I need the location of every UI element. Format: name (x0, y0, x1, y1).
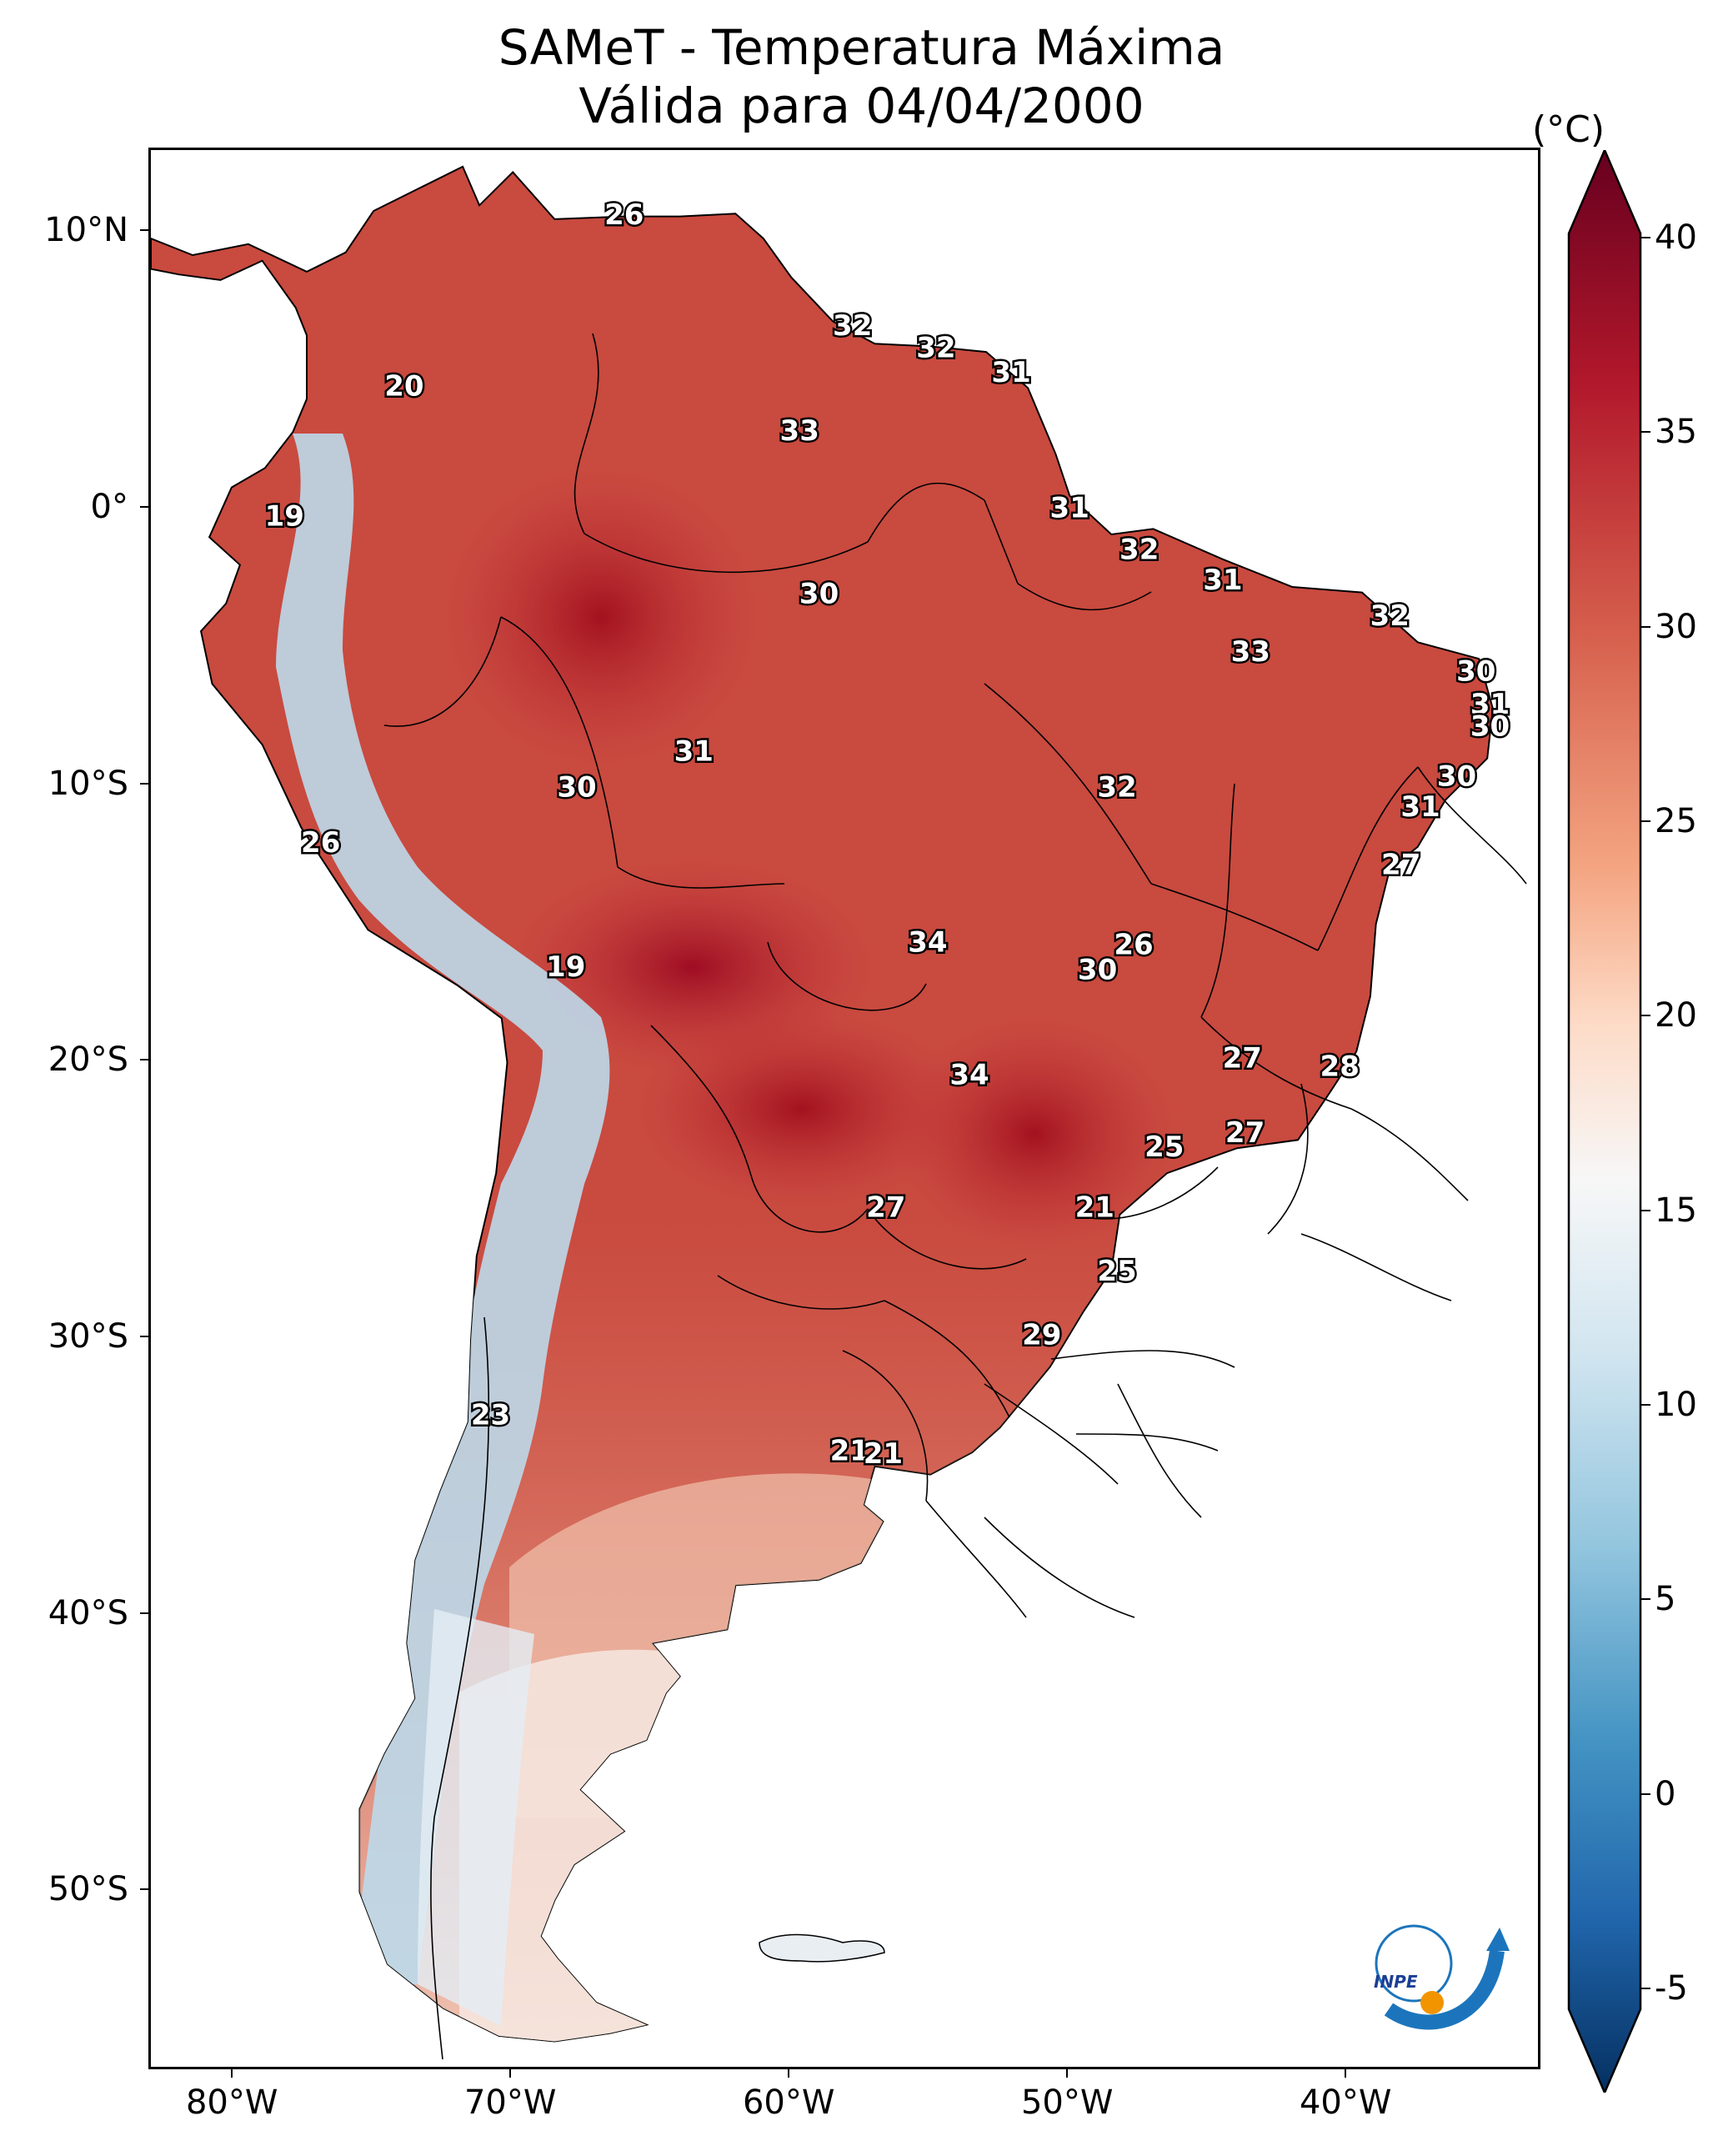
colorbar-tick-label: -5 (1655, 1969, 1688, 2008)
colorbar-tick-label: 5 (1655, 1580, 1676, 1619)
contour-label: 19 (265, 500, 304, 534)
contour-label: 25 (1144, 1131, 1184, 1164)
longitude-tick (1066, 2069, 1069, 2078)
colorbar-tick (1640, 625, 1650, 628)
contour-label: 30 (1456, 654, 1495, 688)
contour-label: 30 (1437, 760, 1476, 793)
contour-label: 21 (830, 1435, 869, 1468)
longitude-tick (509, 2069, 512, 2078)
colorbar-tick (1640, 1404, 1650, 1406)
map-subtitle: Válida para 04/04/2000 (579, 78, 1144, 134)
colorbar-tick-label: 30 (1655, 607, 1697, 646)
longitude-label: 80°W (185, 2083, 278, 2122)
inpe-logo-text: INPE (1374, 1972, 1418, 1992)
colorbar-tick-label: 35 (1655, 413, 1697, 452)
longitude-label: 50°W (1020, 2083, 1114, 2122)
contour-label: 26 (1114, 929, 1153, 962)
latitude-label: 30°S (48, 1317, 128, 1356)
colorbar-tick-label: 0 (1655, 1774, 1676, 1813)
contour-label: 32 (916, 331, 955, 364)
contour-label: 30 (1078, 954, 1117, 987)
contour-label: 31 (1400, 790, 1440, 824)
contour-label: 32 (1097, 771, 1136, 805)
contour-label: 30 (1470, 710, 1510, 744)
contour-label: 31 (1470, 688, 1510, 721)
colorbar-tick-label: 20 (1655, 996, 1697, 1035)
longitude-tick (231, 2069, 233, 2078)
colorbar (1567, 150, 1642, 2093)
inpe-logo: INPE (1364, 1918, 1514, 2034)
longitude-label: 60°W (742, 2083, 835, 2122)
colorbar-tick (1640, 237, 1650, 238)
colorbar-tick (1640, 820, 1650, 822)
contour-label: 34 (949, 1059, 989, 1092)
latitude-tick (140, 1612, 148, 1614)
contour-label: 28 (1320, 1050, 1360, 1084)
contour-label: 34 (908, 925, 947, 959)
contour-label: 30 (799, 578, 839, 611)
colorbar-tick-label: 15 (1655, 1191, 1697, 1230)
contour-label: 21 (1075, 1191, 1114, 1225)
latitude-tick (140, 1888, 148, 1891)
latitude-label: 10°S (48, 764, 128, 803)
latitude-label: 10°N (44, 211, 128, 250)
contour-label: 33 (780, 414, 819, 448)
colorbar-tick (1640, 1598, 1650, 1601)
colorbar-tick-label: 40 (1655, 218, 1697, 257)
colorbar-unit: (°C) (1532, 108, 1605, 151)
contour-label: 30 (557, 771, 596, 805)
contour-label: 32 (1370, 599, 1410, 633)
contour-label: 26 (301, 826, 340, 860)
contour-label: 31 (1050, 492, 1089, 525)
contour-label: 31 (1203, 564, 1242, 597)
latitude-label: 40°S (48, 1593, 128, 1632)
latitude-tick (140, 229, 148, 232)
longitude-tick (1345, 2069, 1347, 2078)
contour-label: 27 (1223, 1042, 1262, 1075)
contour-label: 21 (864, 1437, 903, 1471)
contour-label: 25 (1097, 1255, 1136, 1288)
contour-label: 29 (1022, 1318, 1061, 1351)
contour-label: 20 (384, 370, 423, 404)
contour-label: 27 (1225, 1116, 1265, 1150)
colorbar-tick (1640, 1209, 1650, 1211)
colorbar-tick (1640, 1988, 1650, 1989)
contour-label: 32 (833, 309, 872, 343)
colorbar-tick (1640, 1792, 1650, 1795)
colorbar-tick (1640, 431, 1650, 434)
map-panel: 26 20 32 32 31 33 19 31 32 31 30 32 33 30 31 30 31 30 32 30… (148, 148, 1540, 2069)
inpe-logo-graphic: INPE (1374, 1924, 1510, 2030)
latitude-label: 50°S (48, 1870, 128, 1909)
andes-cold-band (276, 434, 610, 1984)
contour-label: 31 (674, 735, 714, 769)
longitude-label: 40°W (1299, 2083, 1392, 2122)
colorbar-tick-label: 10 (1655, 1386, 1697, 1424)
contour-label: 19 (546, 950, 585, 984)
colorbar-tick (1640, 1015, 1650, 1017)
map-title: SAMeT - Temperatura Máxima (498, 19, 1225, 76)
latitude-tick (140, 1336, 148, 1338)
contour-label: 27 (1381, 849, 1420, 882)
latitude-tick (140, 506, 148, 509)
latitude-tick (140, 1059, 148, 1061)
latitude-label: 20°S (48, 1040, 128, 1080)
contour-label: 23 (471, 1399, 510, 1432)
contour-label: 27 (866, 1191, 905, 1225)
contour-label: 26 (604, 198, 644, 232)
contour-label: 32 (1119, 533, 1159, 566)
longitude-label: 70°W (463, 2083, 557, 2122)
contour-label: 33 (1231, 635, 1270, 669)
contour-label: 31 (991, 356, 1030, 389)
longitude-tick (788, 2069, 790, 2078)
falkland-islands (759, 1933, 885, 1963)
latitude-tick (140, 782, 148, 785)
country-borders (383, 333, 1527, 2060)
latitude-label: 0° (90, 488, 128, 527)
colorbar-tick-label: 25 (1655, 802, 1697, 840)
